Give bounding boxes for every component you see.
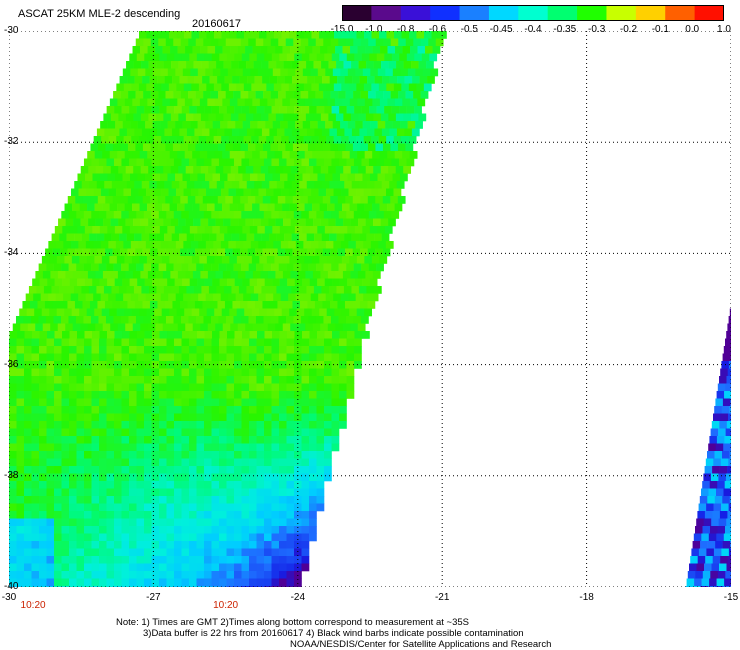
colorbar-segment: [459, 5, 490, 21]
longitude-label: -18: [579, 592, 594, 603]
colorbar-tick-label: -0.6: [428, 24, 447, 35]
colorbar-tick-label: -0.45: [489, 24, 513, 35]
colorbar-segment: [635, 5, 666, 21]
longitude-label: -24: [290, 592, 306, 603]
colorbar-segment: [342, 5, 372, 21]
colorbar-tick-label: -0.2: [619, 24, 638, 35]
colorbar-segment: [371, 5, 402, 21]
colorbar-tick-label: -0.35: [553, 24, 577, 35]
longitude-label: -27: [146, 592, 161, 603]
colorbar-tick-label: -0.1: [651, 24, 669, 35]
colorbar-segment: [518, 5, 549, 21]
note-line-3: NOAA/NESDIS/Center for Satellite Applica…: [290, 639, 552, 650]
colorbar: [342, 5, 724, 21]
wind-map: [9, 31, 731, 587]
colorbar-tick-label: -0.3: [588, 24, 606, 35]
pass-time-label: 10:20: [20, 600, 46, 611]
longitude-label: -30: [1, 592, 17, 603]
product-title: ASCAT 25KM MLE-2 descending: [18, 8, 181, 20]
note-line-2: 3)Data buffer is 22 hrs from 20160617 4)…: [143, 628, 524, 639]
latitude-label: -34: [4, 247, 19, 259]
colorbar-segment: [547, 5, 578, 21]
colorbar-tick-label: -0.5: [460, 24, 478, 35]
colorbar-tick-label: 0.0: [685, 24, 700, 35]
latitude-label: -40: [4, 581, 19, 592]
note-line-1: Note: 1) Times are GMT 2)Times along bot…: [116, 617, 469, 628]
product-date: 20160617: [192, 18, 241, 30]
colorbar-segment: [694, 5, 724, 21]
colorbar-tick-label: -1.0: [365, 24, 383, 35]
colorbar-tick-label: -0.4: [524, 24, 542, 35]
colorbar-segment: [665, 5, 696, 21]
longitude-label: -21: [434, 592, 450, 603]
colorbar-segment: [577, 5, 607, 21]
colorbar-tick-label: -15.0: [330, 24, 354, 35]
latitude-label: -32: [4, 136, 19, 148]
colorbar-tick-label: -0.8: [397, 24, 415, 35]
pass-time-label: 10:20: [213, 600, 239, 611]
colorbar-segment: [606, 5, 637, 21]
colorbar-segment: [400, 5, 431, 21]
latitude-label: -30: [4, 25, 19, 36]
colorbar-segment: [488, 5, 519, 21]
longitude-label: -15: [723, 592, 739, 603]
colorbar-tick-label: 1.0: [717, 24, 731, 35]
latitude-label: -36: [4, 358, 19, 370]
latitude-label: -38: [4, 469, 19, 481]
colorbar-segment: [430, 5, 461, 21]
